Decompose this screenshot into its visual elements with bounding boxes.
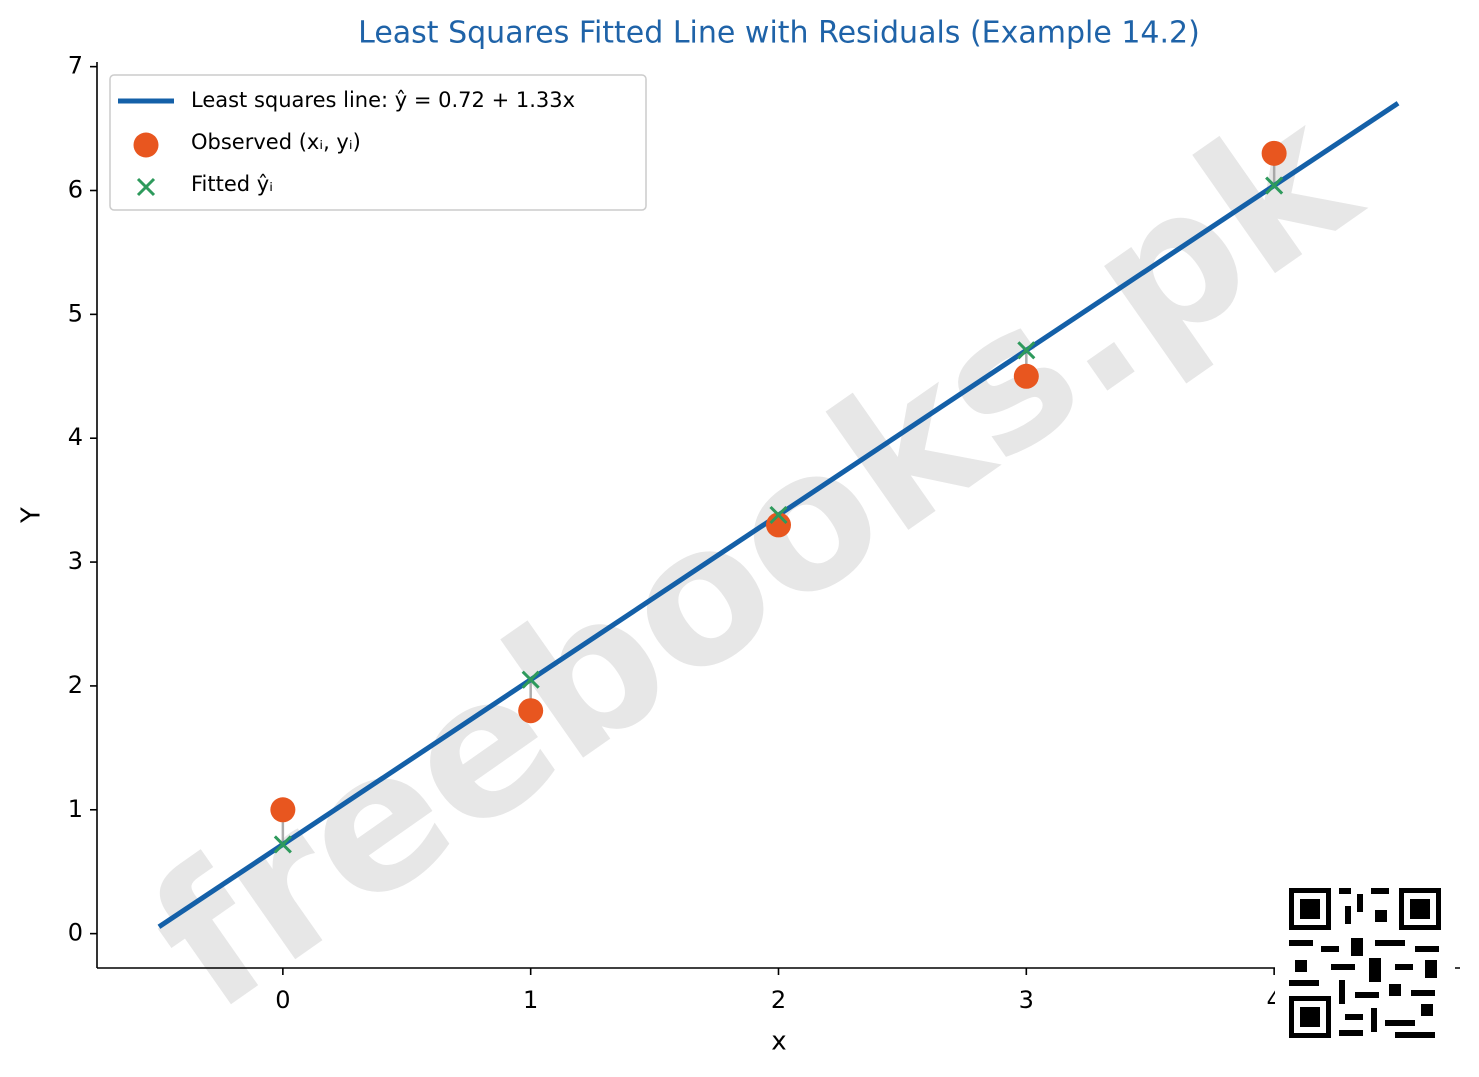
observed-point (1013, 363, 1039, 389)
y-tick-label: 4 (68, 423, 83, 451)
fitted-point (769, 505, 788, 525)
fitted-point (1265, 176, 1284, 195)
legend-box (109, 74, 647, 211)
legend-label: Least squares line: ŷ = 0.72 + 1.33x (191, 88, 575, 112)
x-tick-label: 2 (771, 986, 786, 1014)
legend-label: Fitted ŷᵢ (191, 172, 273, 196)
x-tick-label: 1 (523, 986, 538, 1014)
legend-label: Observed (xᵢ, yᵢ) (191, 130, 361, 154)
y-tick-label: 5 (68, 299, 83, 327)
y-tick-label: 6 (68, 175, 83, 203)
observed-point (1261, 140, 1287, 166)
y-axis-label: Y (17, 507, 47, 524)
qr-graphic (1289, 888, 1441, 1038)
x-tick-label: 0 (275, 986, 290, 1014)
fitted-point (521, 670, 540, 689)
x-axis-label: x (771, 1027, 786, 1057)
y-tick-label: 2 (68, 671, 83, 699)
fitted-point (273, 835, 292, 854)
x-tick-label: 3 (1019, 986, 1034, 1014)
observed-point (270, 797, 296, 823)
legend-swatch (136, 177, 156, 197)
observed-point (766, 512, 791, 538)
observed-point (518, 698, 544, 724)
legend-swatch (133, 132, 159, 158)
y-tick-label: 0 (68, 919, 83, 947)
y-tick-label: 1 (68, 795, 83, 823)
chart-title: Least Squares Fitted Line with Residuals… (358, 16, 1200, 51)
y-tick-label: 7 (68, 52, 83, 80)
y-tick-label: 3 (68, 547, 83, 575)
fitted-point (1017, 341, 1036, 360)
qr-code (1275, 880, 1455, 1045)
